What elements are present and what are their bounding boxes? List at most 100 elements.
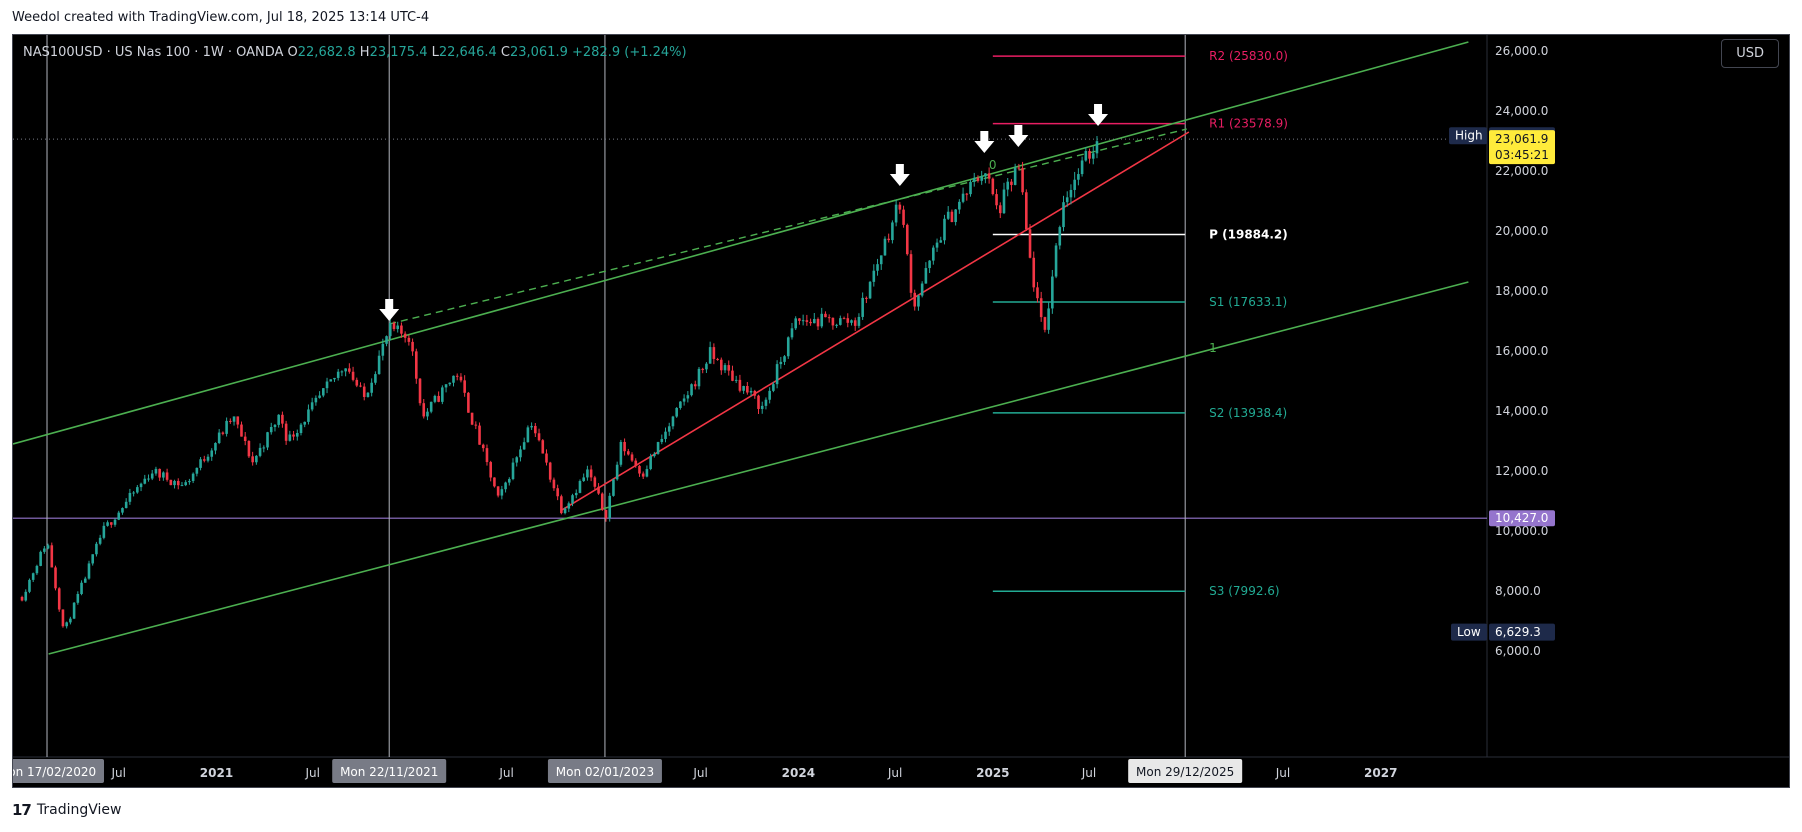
candle-body [742, 386, 745, 391]
candle-body [262, 447, 266, 449]
channel-lower-line[interactable] [48, 281, 1469, 655]
candle-body [679, 401, 682, 408]
candle-body [117, 512, 121, 520]
candle-body [162, 472, 165, 478]
candle-body [46, 545, 50, 549]
candle-body [351, 371, 355, 380]
footer-brand-text: TradingView [36, 802, 122, 818]
candle-body [507, 479, 511, 483]
support-trendline[interactable] [561, 131, 1190, 511]
fib-label-0: 0 [989, 158, 997, 172]
candle-body [839, 318, 842, 325]
down-arrow-icon[interactable] [974, 131, 995, 153]
candle-body [366, 392, 370, 397]
candle-body [586, 469, 589, 478]
candle-body [991, 178, 995, 195]
candle-body [701, 368, 705, 370]
candle-body [537, 433, 541, 441]
cursor-date-badge-bg [547, 759, 662, 783]
candle-body [954, 209, 957, 223]
candle-body [697, 368, 701, 387]
candle-body [124, 501, 128, 509]
candle-body [284, 423, 288, 441]
candle-body [842, 318, 846, 320]
chart-panel[interactable]: R2 (25830.0) R1 (23578.9) P (19884.2) S1 (1… [12, 34, 1790, 788]
candle-body [392, 323, 396, 330]
candle-body [1084, 151, 1088, 161]
candle-body [976, 177, 980, 181]
candle-body [1091, 153, 1095, 159]
time-tick-label: Jul [887, 766, 902, 780]
candle-body [377, 355, 381, 375]
channel-upper-line[interactable] [13, 41, 1469, 445]
candle-body [723, 365, 727, 371]
candle-body [1039, 298, 1043, 318]
candle-body [359, 385, 362, 387]
candle-body [835, 324, 838, 326]
candle-body [98, 537, 102, 544]
candle-body [418, 378, 422, 404]
down-arrow-icon[interactable] [1088, 104, 1109, 126]
candle-body [749, 391, 753, 393]
price-tick-label: 24,000.0 [1495, 104, 1548, 118]
candle-body [853, 320, 857, 326]
price-chart[interactable]: R2 (25830.0) R1 (23578.9) P (19884.2) S1 (1… [13, 35, 1789, 787]
candle-body [72, 602, 76, 619]
candle-body [485, 448, 489, 463]
candle-body [820, 313, 824, 327]
candle-body [556, 488, 559, 497]
candle-body [1095, 141, 1099, 154]
candle-body [753, 391, 757, 396]
candle-body [273, 424, 277, 427]
candle-body [191, 473, 195, 481]
candle-body [50, 545, 54, 568]
candle-body [176, 480, 180, 486]
candle-body [463, 380, 466, 393]
candle-body [608, 495, 612, 519]
candle-body [188, 480, 191, 483]
candle-body [478, 425, 481, 445]
legend-low: 22,646.4 [438, 45, 497, 60]
down-arrow-icon[interactable] [889, 164, 910, 186]
candle-body [470, 412, 474, 425]
candle-body [481, 444, 485, 449]
low-price-badge-bg [1489, 623, 1555, 641]
candle-body [154, 468, 158, 474]
candle-body [318, 395, 321, 398]
candle-body [325, 381, 329, 389]
cursor-date-label: Mon 22/11/2021 [340, 765, 438, 779]
candle-body [913, 292, 917, 307]
legend-low-label: L [431, 45, 439, 60]
channel-dashed-line[interactable] [389, 128, 1187, 325]
candle-body [720, 359, 723, 371]
pivot-label-0: R2 (25830.0) [1209, 49, 1288, 63]
candle-body [217, 432, 221, 443]
candle-body [619, 441, 623, 465]
candle-body [24, 591, 28, 601]
candle-body [310, 402, 314, 410]
candle-body [199, 459, 202, 468]
candle-body [887, 238, 890, 241]
candle-body [496, 486, 500, 496]
legend-symbol: NAS100USD · US Nas 100 · 1W · OANDA [23, 45, 284, 60]
cursor-date-label: Mon 02/01/2023 [556, 765, 654, 779]
candle-body [102, 525, 106, 538]
candle-body [972, 177, 976, 182]
candle-body [403, 333, 407, 338]
candle-body [110, 522, 113, 525]
candle-body [1028, 229, 1032, 258]
symbol-legend: NAS100USD · US Nas 100 · 1W · OANDA O22,… [23, 45, 687, 60]
down-arrow-icon[interactable] [379, 299, 400, 321]
down-arrow-icon[interactable] [1008, 125, 1029, 147]
candle-body [299, 424, 303, 433]
candle-body [69, 618, 72, 623]
candle-body [708, 347, 712, 364]
candle-body [1065, 197, 1069, 203]
candle-body [883, 238, 887, 256]
candle-body [307, 409, 310, 422]
candle-body [1036, 287, 1039, 299]
currency-button[interactable]: USD [1721, 39, 1779, 68]
candle-body [615, 464, 619, 480]
candle-body [429, 401, 433, 412]
candle-body [530, 425, 533, 428]
